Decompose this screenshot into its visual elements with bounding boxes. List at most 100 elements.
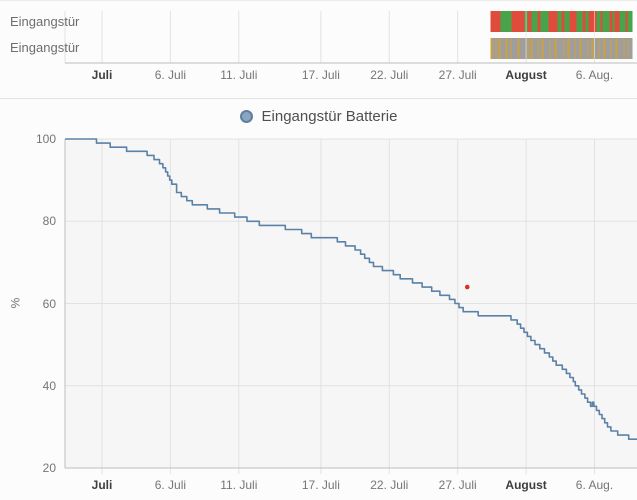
state-bar-segment-gray[interactable] [617,38,624,59]
state-bar-segment-amber[interactable] [498,38,501,59]
x-tick-label: Juli [91,68,113,82]
state-bar-segment-gray[interactable] [575,38,580,59]
state-bar-segment-amber[interactable] [627,38,629,59]
state-bar-segment-red[interactable] [588,11,597,32]
state-bar-segment-gray[interactable] [538,38,542,59]
state-bar-segment-gray[interactable] [532,38,538,59]
x-tick-label: 6. Aug. [575,68,614,82]
state-bar-segment-amber[interactable] [541,38,544,59]
state-bar-segment-amber[interactable] [505,38,508,59]
state-bar-segment-red[interactable] [569,11,577,32]
outlier-marker-dot[interactable] [464,284,470,290]
state-bar-segment-red[interactable] [614,11,620,32]
state-bar-segment-gray[interactable] [564,38,568,59]
state-bar-segment-gray[interactable] [519,38,528,59]
state-bar-segment-red[interactable] [537,11,541,32]
state-bar-segment-green[interactable] [531,11,538,32]
state-bar-segment-gray[interactable] [593,38,599,59]
state-bar-segment-gray[interactable] [581,38,588,59]
state-bar-segment-amber[interactable] [579,38,582,59]
y-tick-label: 60 [42,296,56,311]
state-bar-segment-amber[interactable] [563,38,565,59]
legend-series-label: Eingangstür Batterie [261,107,398,125]
battery-line-series[interactable] [65,138,637,440]
state-bar-segment-amber[interactable] [623,38,625,59]
state-bar-segment-gray[interactable] [507,38,511,59]
state-bar-segment-green[interactable] [540,11,549,32]
state-bar-segment-amber[interactable] [549,38,551,59]
state-bar-segment-gray[interactable] [496,38,499,59]
state-bar-segment-green[interactable] [576,11,583,32]
state-bar-segment-amber[interactable] [591,38,594,59]
state-bar-segment-green[interactable] [627,11,633,32]
section-divider [0,98,637,99]
y-tick-label: 100 [35,132,56,146]
legend-series-dot [239,109,253,123]
state-bar-segment-amber[interactable] [567,38,570,59]
state-bar-segment-red[interactable] [490,11,501,32]
state-bar-segment-green[interactable] [619,11,626,32]
state-bar-segment-amber[interactable] [554,38,557,59]
x-tick-label: August [505,68,547,82]
x-tick-label: 6. Aug. [575,478,614,492]
state-bar-segment-gray[interactable] [528,38,531,59]
state-bar-segment-amber[interactable] [598,38,600,59]
state-bar-segment-gray[interactable] [599,38,604,59]
x-tick-label: 27. Juli [438,478,477,492]
legend[interactable]: Eingangstür Batterie [0,106,637,126]
y-tick-label: 40 [42,378,56,393]
state-bar-segment-gray[interactable] [624,38,628,59]
state-bar-segment-green[interactable] [557,11,562,32]
state-bar-segment-red[interactable] [511,11,525,32]
state-bar-segment-gray[interactable] [628,38,633,59]
x-tick-label: 6. Juli [154,478,187,492]
state-bar-segment-gray[interactable] [492,38,496,59]
state-bar-segment-gray[interactable] [500,38,506,59]
state-bar-segment-green[interactable] [564,11,570,32]
state-bar-segment-gray[interactable] [550,38,555,59]
state-bar-segment-green[interactable] [500,11,512,32]
x-tick-label: 6. Juli [154,68,187,82]
state-bar-segment-red[interactable] [527,11,532,32]
timeline-row-label-2: Eingangstür [10,40,80,55]
state-bar-segment-red[interactable] [600,11,603,32]
state-bar-segment-red[interactable] [561,11,565,32]
state-bar-segment-gray[interactable] [588,38,592,59]
state-bar-segment-amber[interactable] [615,38,618,59]
state-bar-segment-gray[interactable] [605,38,611,59]
y-tick-label: 20 [42,461,56,475]
x-tick-label: Juli [91,478,113,492]
x-tick-label: 11. Juli [220,68,258,82]
state-bar-segment-green[interactable] [612,11,615,32]
state-bar-segment-gray[interactable] [611,38,616,59]
state-bar-segment-amber[interactable] [495,38,497,59]
x-tick-label: 22. Juli [370,68,409,82]
x-tick-label: 27. Juli [438,68,477,82]
state-bar-segment-gray[interactable] [511,38,518,59]
state-bar-segment-green[interactable] [585,11,589,32]
state-bar-segment-green[interactable] [602,11,610,32]
state-bar-segment-gray[interactable] [543,38,550,59]
state-bar-segment-amber[interactable] [574,38,576,59]
state-bar-segment-amber[interactable] [603,38,606,59]
state-bar-segment-red[interactable] [548,11,558,32]
state-bar-segment-gray[interactable] [556,38,564,59]
state-bar-segment-gray[interactable] [569,38,575,59]
state-bar-segment-red[interactable] [582,11,586,32]
timeline-row-label-1: Eingangstür [10,14,80,29]
state-bar-segment-amber[interactable] [510,38,512,59]
state-bar-segment-green[interactable] [596,11,601,32]
state-bar-segment-amber[interactable] [610,38,612,59]
state-bar-segment-amber[interactable] [527,38,529,59]
state-bar-segment-amber[interactable] [530,38,533,59]
state-bar-segment-amber[interactable] [517,38,520,59]
y-tick-label: 80 [42,214,56,229]
state-bar-segment-amber[interactable] [490,38,493,59]
x-tick-label: 22. Juli [370,478,409,492]
state-bar-segment-red[interactable] [609,11,613,32]
state-bar-segment-amber[interactable] [587,38,589,59]
state-bar-segment-red[interactable] [625,11,628,32]
state-bar-segment-amber[interactable] [537,38,539,59]
